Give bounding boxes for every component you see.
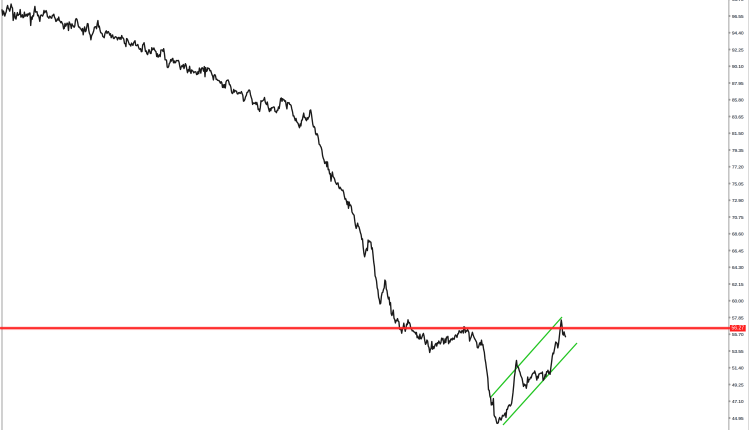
svg-text:47.10: 47.10 — [732, 399, 744, 404]
svg-text:98.70: 98.70 — [732, 0, 744, 2]
svg-text:85.80: 85.80 — [732, 98, 744, 103]
svg-text:90.10: 90.10 — [732, 64, 744, 69]
svg-text:92.25: 92.25 — [732, 47, 744, 52]
svg-text:77.20: 77.20 — [732, 165, 744, 170]
svg-text:66.45: 66.45 — [732, 248, 744, 253]
svg-text:70.75: 70.75 — [732, 215, 744, 220]
svg-text:49.25: 49.25 — [732, 382, 744, 387]
svg-text:56.27: 56.27 — [732, 326, 745, 332]
svg-text:96.55: 96.55 — [732, 14, 744, 19]
svg-text:60.00: 60.00 — [732, 299, 744, 304]
svg-text:87.95: 87.95 — [732, 81, 744, 86]
svg-text:81.50: 81.50 — [732, 131, 744, 136]
svg-text:44.95: 44.95 — [732, 416, 744, 421]
svg-text:72.90: 72.90 — [732, 198, 744, 203]
svg-text:57.85: 57.85 — [732, 315, 744, 320]
svg-text:79.35: 79.35 — [732, 148, 744, 153]
svg-text:94.40: 94.40 — [732, 31, 744, 36]
svg-text:75.05: 75.05 — [732, 181, 744, 186]
svg-text:83.65: 83.65 — [732, 114, 744, 119]
svg-text:62.15: 62.15 — [732, 282, 744, 287]
svg-text:55.70: 55.70 — [732, 332, 744, 337]
svg-text:68.60: 68.60 — [732, 232, 744, 237]
svg-text:51.40: 51.40 — [732, 366, 744, 371]
svg-text:64.30: 64.30 — [732, 265, 744, 270]
svg-text:53.55: 53.55 — [732, 349, 744, 354]
